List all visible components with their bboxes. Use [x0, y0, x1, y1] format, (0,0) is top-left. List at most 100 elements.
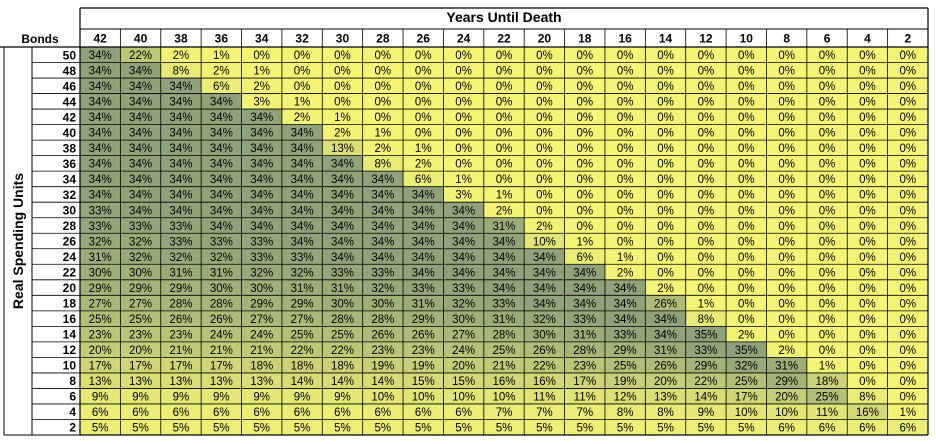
cell-value-label: 0% — [899, 392, 916, 404]
heatmap-cell — [160, 155, 202, 172]
heatmap-cell — [766, 140, 807, 156]
cell-value-label: 1% — [455, 174, 472, 186]
heatmap-cell — [443, 248, 484, 265]
heatmap-cell — [403, 217, 444, 234]
cell-value-label: 10% — [533, 236, 556, 248]
heatmap-cell — [524, 357, 565, 373]
heatmap-cell — [160, 279, 202, 296]
heatmap-cell — [483, 171, 525, 187]
cell-value-label: 31% — [169, 267, 192, 279]
cell-value-label: 34% — [210, 205, 233, 217]
heatmap-cell — [645, 295, 686, 311]
heatmap-cell — [241, 233, 282, 249]
heatmap-cell — [322, 155, 363, 172]
heatmap-cell — [241, 47, 282, 63]
heatmap-cell — [201, 310, 242, 327]
cell-value-label: 5% — [698, 423, 715, 435]
cell-value-label: 0% — [778, 236, 795, 248]
heatmap-cell — [362, 155, 404, 172]
cell-value-label: 0% — [576, 205, 593, 217]
heatmap-cell — [524, 341, 565, 358]
heatmap-cell — [362, 357, 404, 373]
cell-value-label: 0% — [859, 314, 876, 326]
x-tick-label: 36 — [215, 32, 229, 46]
heatmap-cell — [362, 295, 404, 311]
heatmap-cell — [80, 62, 121, 79]
heatmap-cell — [120, 93, 161, 110]
cell-value-label: 0% — [738, 143, 755, 155]
heatmap-cell — [766, 155, 807, 172]
cell-value-label: 17% — [573, 376, 596, 388]
cell-value-label: 31% — [291, 283, 314, 295]
cell-value-label: 0% — [455, 97, 472, 109]
heatmap-cell — [281, 419, 323, 435]
heatmap-cell — [887, 295, 928, 311]
heatmap-cell — [766, 202, 807, 218]
cell-value-label: 7% — [576, 407, 593, 419]
heatmap-cell — [564, 372, 605, 389]
heatmap-cell — [80, 47, 121, 63]
cell-value-label: 0% — [859, 221, 876, 233]
heatmap-cell — [362, 310, 404, 327]
cell-value-label: 0% — [819, 283, 836, 295]
heatmap-cell — [483, 78, 525, 94]
cell-value-label: 0% — [698, 66, 715, 78]
cell-value-label: 0% — [899, 97, 916, 109]
cell-value-label: 0% — [859, 174, 876, 186]
cell-value-label: 34% — [412, 190, 435, 202]
cell-value-label: 32% — [735, 360, 758, 372]
cell-value-label: 0% — [819, 267, 836, 279]
cell-value-label: 6% — [576, 252, 593, 264]
cell-value-label: 0% — [778, 97, 795, 109]
heatmap-cell — [806, 171, 848, 187]
heatmap-cell — [726, 357, 767, 373]
heatmap-cell — [685, 357, 727, 373]
cell-value-label: 0% — [455, 143, 472, 155]
cell-value-label: 0% — [576, 112, 593, 124]
cell-value-label: 34% — [89, 143, 112, 155]
heatmap-cell — [403, 47, 444, 63]
heatmap-cell — [362, 47, 404, 63]
heatmap-cell — [483, 140, 525, 156]
heatmap-cell — [806, 341, 848, 358]
heatmap-cell — [766, 403, 807, 420]
heatmap-cell — [524, 186, 565, 203]
y-tick-label: 50 — [63, 48, 77, 62]
cell-value-label: 0% — [617, 81, 634, 93]
heatmap-cell — [564, 202, 605, 218]
cell-value-label: 0% — [617, 159, 634, 171]
heatmap-cell — [201, 248, 242, 265]
heatmap-cell — [604, 248, 646, 265]
heatmap-cell — [483, 186, 525, 203]
cell-value-label: 0% — [738, 190, 755, 202]
heatmap-cell — [403, 140, 444, 156]
cell-value-label: 2% — [778, 345, 795, 357]
heatmap-cell — [847, 372, 888, 389]
cell-value-label: 34% — [412, 267, 435, 279]
x-tick-label: 8 — [783, 32, 790, 46]
heatmap-cell — [847, 78, 888, 94]
heatmap-cell — [766, 264, 807, 280]
heatmap-cell — [201, 109, 242, 125]
heatmap-cell — [685, 295, 727, 311]
heatmap-cell — [241, 155, 282, 172]
cell-value-label: 6% — [455, 407, 472, 419]
heatmap-cell — [685, 124, 727, 141]
heatmap-cell — [362, 233, 404, 249]
cell-value-label: 19% — [412, 360, 435, 372]
x-tick-label: 32 — [295, 32, 309, 46]
y-tick-label: 32 — [63, 188, 77, 202]
cell-value-label: 32% — [250, 267, 273, 279]
heatmap-cell — [281, 62, 323, 79]
heatmap-cell — [443, 109, 484, 125]
heatmap-cell — [120, 419, 161, 435]
heatmap-cell — [80, 372, 121, 389]
heatmap-cell — [281, 388, 323, 404]
heatmap-cell — [524, 419, 565, 435]
cell-value-label: 5% — [455, 423, 472, 435]
heatmap-cell — [685, 93, 727, 110]
heatmap-cell-labels: 34% 22% 2% 1% 0% 0% 0% 0% 0% 0% 0% 0% 0% 0% 0% 0% 0% 0% 0%… — [89, 50, 916, 434]
heatmap-cell — [403, 403, 444, 420]
cell-value-label: 11% — [533, 392, 555, 404]
